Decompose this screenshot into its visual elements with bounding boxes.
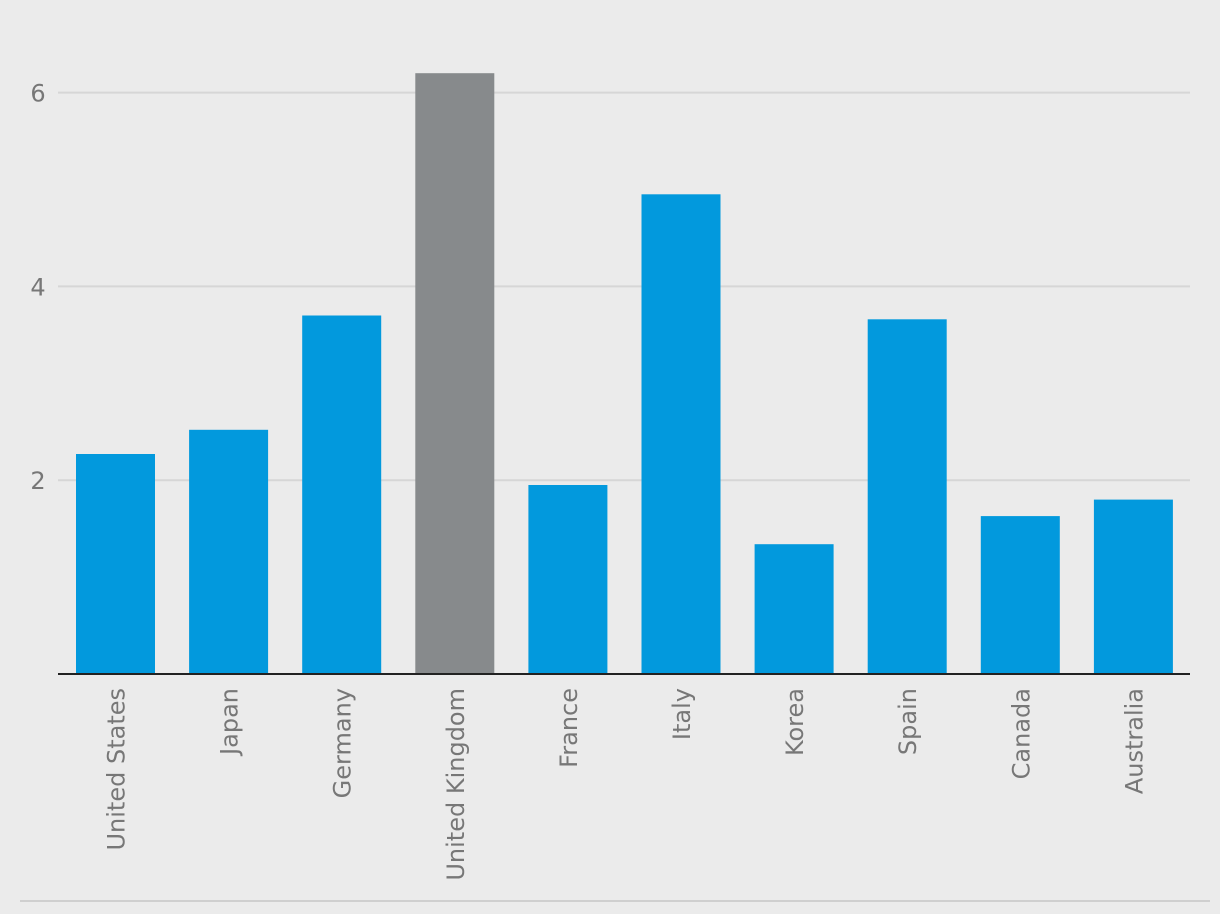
y-axis-ticks: 2 4 6: [30, 80, 45, 496]
y-tick-label: 2: [30, 467, 45, 495]
bar: [76, 454, 155, 674]
x-tick-label: United States: [103, 688, 131, 851]
bar: [980, 516, 1060, 674]
x-tick-label: France: [555, 688, 583, 768]
bars: [76, 73, 1173, 675]
x-tick-label: Australia: [1120, 688, 1148, 794]
bar: [528, 485, 608, 674]
bar: [867, 319, 947, 674]
bar: [302, 315, 382, 674]
bar: [189, 429, 269, 674]
y-tick-label: 6: [30, 80, 45, 108]
bar: [754, 544, 834, 674]
x-tick-label: Italy: [668, 688, 696, 740]
x-tick-label: United Kingdom: [442, 688, 470, 881]
x-tick-label: Korea: [781, 688, 809, 756]
gridlines: [58, 91, 1190, 482]
x-tick-label: Japan: [216, 688, 244, 757]
x-tick-label: Spain: [894, 688, 922, 755]
x-tick-label: Germany: [329, 688, 357, 798]
bar: [415, 73, 495, 674]
bar: [641, 194, 721, 675]
x-axis-labels: United States Japan Germany United Kingdom F…: [103, 688, 1149, 881]
x-tick-label: Canada: [1007, 688, 1035, 779]
bar: [1093, 499, 1173, 674]
y-tick-label: 4: [30, 273, 45, 301]
